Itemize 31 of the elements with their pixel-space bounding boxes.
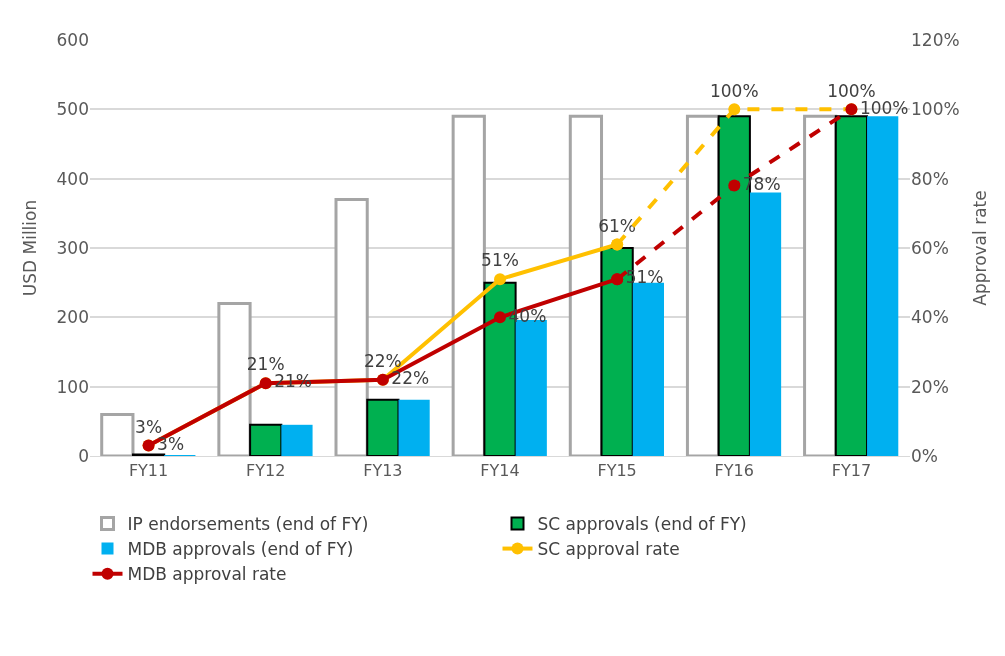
- x-tick-label: FY17: [831, 461, 872, 481]
- x-tick-label: FY15: [597, 461, 637, 481]
- x-tick-label: FY11: [128, 461, 169, 481]
- data-label: 100%: [709, 80, 759, 101]
- y-tick-label: 200: [56, 307, 89, 328]
- y-tick-label: 300: [56, 237, 89, 258]
- y-tick-label: 600: [56, 29, 89, 50]
- data-label: 61%: [598, 215, 637, 236]
- y-tick-label: 0: [78, 445, 89, 466]
- y-axis-title: USD Million: [20, 199, 41, 297]
- x-tick-label: FY14: [480, 461, 520, 481]
- y2-tick-label: 0%: [911, 445, 938, 466]
- y2-tick-label: 120%: [911, 29, 960, 50]
- x-tick-label: FY13: [363, 461, 403, 481]
- y2-tick-label: 100%: [911, 99, 960, 120]
- y2-tick-label: 20%: [911, 376, 949, 397]
- y-tick-label: 100: [56, 376, 89, 397]
- y-tick-label: 400: [56, 168, 89, 189]
- legend-label: MDB approval rate: [127, 564, 287, 585]
- data-label: 51%: [481, 250, 519, 271]
- legend-label: IP endorsements (end of FY): [127, 514, 369, 535]
- legend-label: SC approvals (end of FY): [537, 514, 747, 535]
- legend-label: SC approval rate: [537, 539, 680, 560]
- x-tick-label: FY12: [246, 461, 286, 481]
- y2-tick-label: 60%: [911, 237, 949, 258]
- x-tick-label: FY16: [714, 461, 754, 481]
- legend-label: MDB approvals (end of FY): [127, 539, 354, 560]
- y-tick-label: 500: [56, 99, 89, 120]
- y2-axis-title: Approval rate: [970, 190, 991, 306]
- y2-tick-label: 40%: [911, 307, 949, 328]
- y2-tick-label: 80%: [911, 168, 949, 189]
